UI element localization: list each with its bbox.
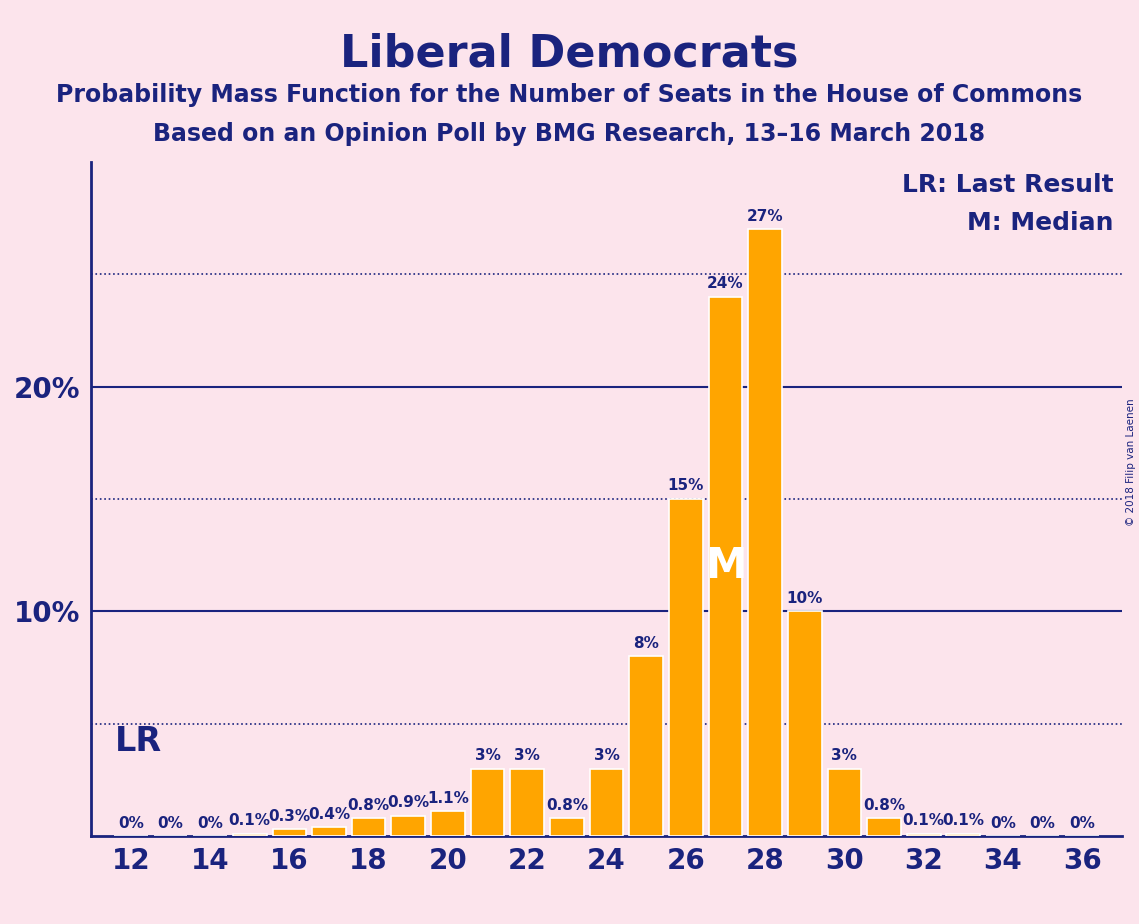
Text: 0.8%: 0.8%	[863, 797, 906, 812]
Text: 10%: 10%	[787, 590, 823, 606]
Text: 0%: 0%	[1070, 816, 1096, 831]
Text: Liberal Democrats: Liberal Democrats	[341, 32, 798, 76]
Text: 0%: 0%	[117, 816, 144, 831]
Text: M: M	[705, 545, 746, 588]
Bar	[470, 769, 505, 836]
Bar	[708, 297, 743, 836]
Text: 0%: 0%	[157, 816, 183, 831]
Bar	[630, 656, 663, 836]
Text: 8%: 8%	[633, 636, 659, 650]
Text: 0.3%: 0.3%	[269, 808, 311, 824]
Bar	[828, 769, 861, 836]
Text: 0.4%: 0.4%	[308, 807, 350, 821]
Text: 1.1%: 1.1%	[427, 791, 469, 806]
Text: © 2018 Filip van Laenen: © 2018 Filip van Laenen	[1126, 398, 1136, 526]
Text: 0.8%: 0.8%	[546, 797, 588, 812]
Text: LR: LR	[115, 724, 162, 758]
Bar	[510, 769, 544, 836]
Text: 15%: 15%	[667, 479, 704, 493]
Bar	[312, 827, 346, 836]
Text: M: Median: M: Median	[967, 212, 1114, 236]
Bar	[392, 816, 425, 836]
Text: 0.1%: 0.1%	[903, 813, 944, 828]
Bar	[232, 834, 267, 836]
Bar	[352, 819, 385, 836]
Bar	[550, 819, 583, 836]
Text: 24%: 24%	[707, 276, 744, 291]
Text: 0.1%: 0.1%	[942, 813, 984, 828]
Text: 3%: 3%	[515, 748, 540, 763]
Text: Probability Mass Function for the Number of Seats in the House of Commons: Probability Mass Function for the Number…	[56, 83, 1083, 107]
Text: 3%: 3%	[593, 748, 620, 763]
Text: 0.1%: 0.1%	[229, 813, 271, 828]
Text: LR: Last Result: LR: Last Result	[902, 173, 1114, 197]
Text: 3%: 3%	[831, 748, 858, 763]
Bar	[867, 819, 901, 836]
Text: 0%: 0%	[990, 816, 1016, 831]
Text: 3%: 3%	[475, 748, 500, 763]
Text: 0.9%: 0.9%	[387, 796, 429, 810]
Bar	[748, 229, 782, 836]
Text: 27%: 27%	[747, 209, 784, 224]
Bar	[669, 499, 703, 836]
Bar	[272, 830, 306, 836]
Bar	[431, 811, 465, 836]
Text: 0.8%: 0.8%	[347, 797, 390, 812]
Bar	[590, 769, 623, 836]
Text: 0%: 0%	[197, 816, 223, 831]
Text: 0%: 0%	[1030, 816, 1056, 831]
Bar	[788, 612, 821, 836]
Text: Based on an Opinion Poll by BMG Research, 13–16 March 2018: Based on an Opinion Poll by BMG Research…	[154, 122, 985, 146]
Bar	[947, 834, 981, 836]
Bar	[907, 834, 941, 836]
